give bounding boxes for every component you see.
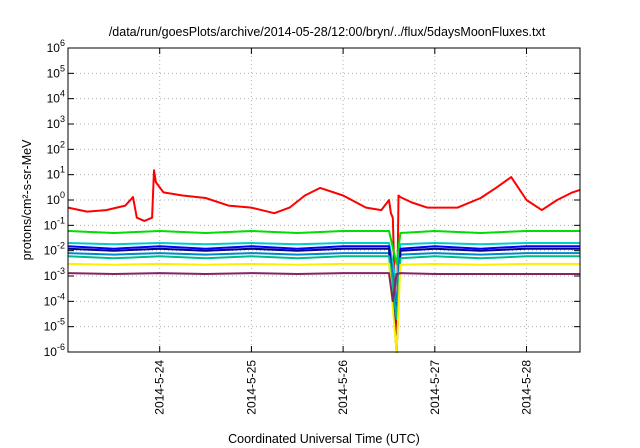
y-tick-label: 10-2 bbox=[44, 241, 65, 258]
series-line-8 bbox=[67, 262, 580, 353]
series-line-3 bbox=[67, 242, 580, 285]
y-tick-exponent: -6 bbox=[57, 342, 65, 352]
x-tick-label: 2014-5-26 bbox=[336, 360, 350, 415]
y-tick-label: 100 bbox=[47, 190, 65, 207]
y-tick-exponent: 2 bbox=[60, 139, 65, 149]
y-tick-exponent: 5 bbox=[60, 63, 65, 73]
y-tick-label: 103 bbox=[47, 114, 65, 131]
x-axis: 2014-5-24 2014-5-25 2014-5-26 2014-5-27 2014… bbox=[153, 48, 534, 415]
y-tick-label: 10-5 bbox=[44, 317, 65, 334]
y-tick-label: 10-1 bbox=[44, 215, 65, 232]
series-line-7 bbox=[67, 255, 580, 320]
y-tick-label: 106 bbox=[47, 38, 65, 55]
y-tick-label: 104 bbox=[47, 89, 65, 106]
y-tick-label: 105 bbox=[47, 63, 65, 80]
x-tick-label: 2014-5-25 bbox=[244, 360, 258, 415]
series-line-6 bbox=[67, 247, 580, 353]
y-tick-exponent: 6 bbox=[60, 38, 65, 48]
grid bbox=[68, 48, 580, 352]
y-tick-exponent: -3 bbox=[57, 266, 65, 276]
x-tick-label: 2014-5-28 bbox=[520, 360, 534, 415]
x-tick-label: 2014-5-27 bbox=[428, 360, 442, 415]
y-tick-exponent: 0 bbox=[60, 190, 65, 200]
y-tick-exponent: -1 bbox=[57, 215, 65, 225]
y-tick-exponent: 3 bbox=[60, 114, 65, 124]
x-tick-label: 2014-5-24 bbox=[153, 360, 167, 415]
y-tick-label: 10-4 bbox=[44, 291, 65, 308]
chart-title: /data/run/goesPlots/archive/2014-05-28/1… bbox=[109, 25, 546, 39]
y-tick-label: 101 bbox=[47, 165, 65, 182]
series-line-5 bbox=[67, 252, 580, 303]
y-tick-label: 10-3 bbox=[44, 266, 65, 283]
series-line-1 bbox=[67, 169, 581, 353]
y-tick-label: 10-6 bbox=[44, 342, 65, 359]
y-tick-label: 102 bbox=[47, 139, 65, 156]
series-line-9 bbox=[67, 272, 580, 303]
y-axis: 10-610-510-410-310-210-11001011021031041… bbox=[44, 38, 580, 359]
x-axis-label: Coordinated Universal Time (UTC) bbox=[228, 432, 420, 446]
y-tick-exponent: 1 bbox=[60, 165, 65, 175]
y-tick-exponent: -5 bbox=[57, 317, 65, 327]
y-axis-label: protons/cm²-s-sr-MeV bbox=[20, 139, 34, 261]
y-tick-exponent: -4 bbox=[57, 291, 65, 301]
y-tick-exponent: 4 bbox=[60, 89, 65, 99]
series-layer bbox=[67, 169, 581, 353]
y-tick-exponent: -2 bbox=[57, 241, 65, 251]
series-line-4 bbox=[67, 245, 580, 310]
series-line-2 bbox=[67, 230, 580, 265]
